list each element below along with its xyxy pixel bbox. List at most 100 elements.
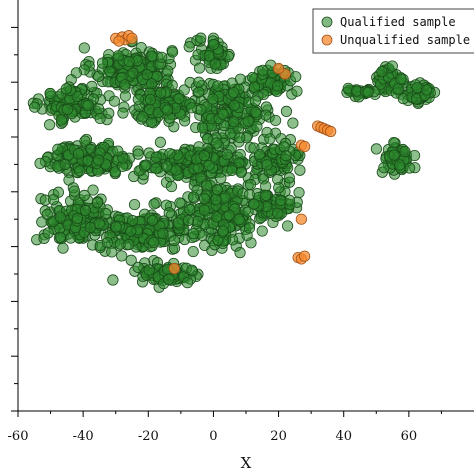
qualified-point (195, 32, 207, 44)
legend-box (312, 8, 474, 54)
qualified-point (166, 46, 179, 58)
qualified-point (137, 111, 149, 123)
qualified-point (57, 242, 69, 254)
qualified-point (209, 58, 221, 70)
qualified-point (186, 264, 198, 276)
qualified-point (193, 86, 205, 98)
qualified-point (187, 245, 199, 258)
qualified-point (104, 65, 116, 77)
qualified-point (273, 182, 285, 194)
qualified-point (148, 198, 160, 210)
qualified-point (254, 148, 266, 161)
qualified-point (146, 50, 158, 62)
qualified-point (187, 228, 200, 240)
qualified-point (193, 62, 206, 74)
qualified-point (208, 38, 220, 51)
qualified-point (163, 273, 175, 285)
qualified-point (94, 112, 106, 125)
qualified-point (96, 57, 109, 69)
qualified-point (44, 119, 56, 131)
qualified-point (123, 55, 135, 68)
qualified-point (164, 147, 176, 160)
x-tick-label: 40 (335, 429, 352, 444)
qualified-point (249, 95, 262, 107)
qualified-point (34, 157, 46, 169)
qualified-point (79, 204, 92, 217)
qualified-point (42, 227, 54, 239)
qualified-point (60, 83, 72, 95)
qualified-point (87, 184, 99, 196)
qualified-point (128, 198, 141, 211)
qualified-point (55, 114, 68, 126)
qualified-point (248, 198, 260, 210)
qualified-point (143, 264, 155, 276)
qualified-point (217, 225, 229, 237)
qualified-point (181, 277, 194, 289)
qualified-point (61, 103, 73, 115)
qualified-point (291, 85, 303, 97)
qualified-point (388, 136, 400, 149)
qualified-point (116, 250, 128, 262)
qualified-point (392, 83, 404, 95)
qualified-point (386, 60, 398, 72)
qualified-point (161, 160, 173, 172)
qualified-point (257, 64, 269, 76)
qualified-point (243, 222, 256, 234)
qualified-point (141, 68, 153, 81)
plot-area (27, 30, 441, 293)
qualified-point (203, 159, 215, 172)
qualified-point (125, 254, 137, 266)
qualified-point (173, 92, 185, 105)
qualified-point (161, 104, 173, 116)
qualified-point (198, 149, 210, 162)
qualified-point (146, 78, 158, 90)
qualified-point (210, 194, 222, 206)
unqualified-point (299, 140, 311, 153)
qualified-point (182, 214, 195, 227)
qualified-point (174, 197, 186, 209)
qualified-point (294, 164, 306, 176)
unqualified-point (295, 213, 307, 225)
qualified-point (112, 145, 124, 157)
qualified-point (132, 148, 144, 160)
qualified-point (112, 50, 124, 62)
qualified-point (155, 87, 167, 99)
ticks: -60 -40 -20 0 20 40 60 (8, 26, 442, 444)
qualified-point (248, 81, 260, 93)
qualified-point (226, 164, 238, 176)
qualified-point (264, 133, 276, 145)
qualified-point (123, 238, 135, 251)
qualified-point (211, 211, 223, 223)
qualified-point (78, 189, 90, 201)
qualified-point (290, 71, 302, 83)
qualified-point (127, 67, 139, 79)
qualified-point (117, 107, 129, 119)
qualified-point (247, 71, 259, 84)
qualified-point (234, 131, 246, 144)
legend-label-unqualified: Unqualified sample (340, 33, 470, 47)
qualified-point (251, 120, 263, 133)
qualified-point (108, 95, 120, 107)
qualified-point (65, 232, 77, 244)
qualified-point (260, 189, 272, 201)
qualified-point (233, 213, 245, 226)
qualified-point (91, 197, 104, 209)
qualified-point (107, 274, 119, 286)
qualified-point (172, 217, 184, 229)
legend-marker-qualified (321, 16, 333, 28)
qualified-point (93, 103, 105, 115)
qualified-point (163, 207, 175, 219)
qualified-point (109, 166, 121, 178)
x-axis-title: X (241, 454, 252, 472)
qualified-point (376, 66, 388, 78)
qualified-point (184, 204, 196, 216)
qualified-point (223, 209, 235, 221)
qualified-point (68, 185, 81, 197)
qualified-point (287, 117, 299, 129)
qualified-point (193, 76, 205, 88)
qualified-point (234, 247, 246, 259)
qualified-point (29, 101, 41, 113)
qualified-point (395, 73, 407, 85)
qualified-point (250, 106, 262, 118)
